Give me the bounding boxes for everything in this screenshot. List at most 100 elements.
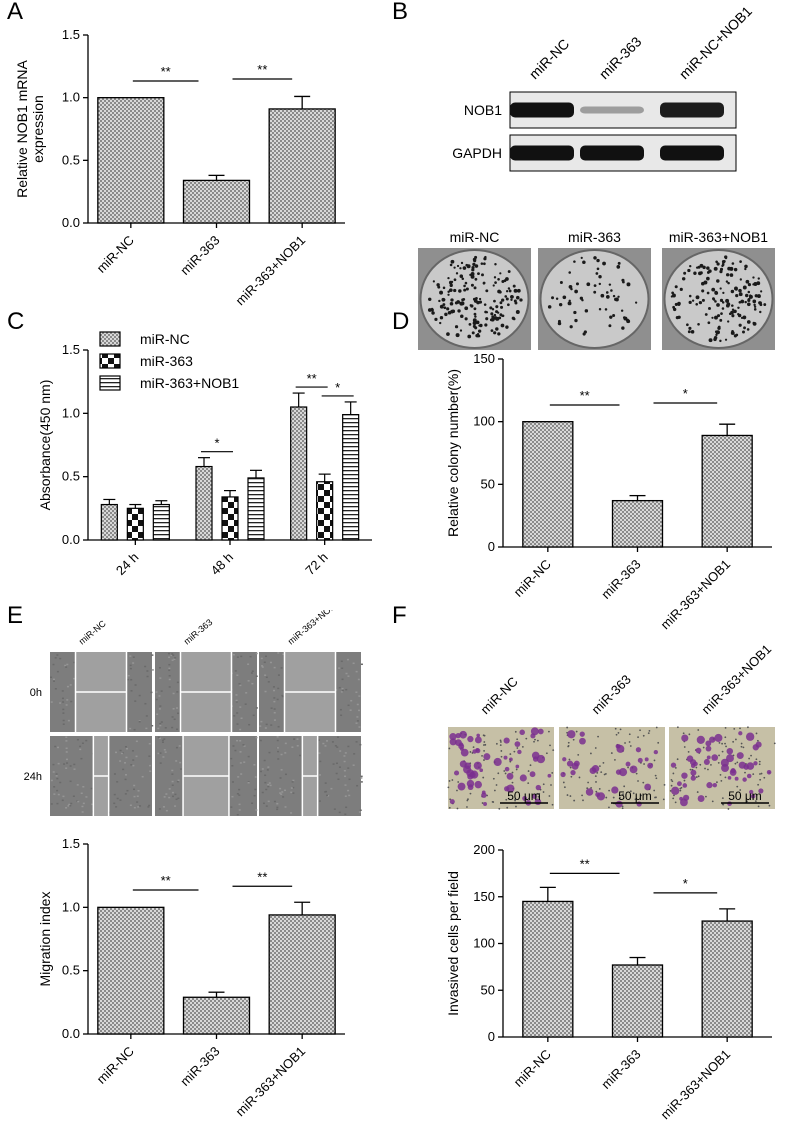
pore [596, 772, 599, 774]
cell-texture [120, 752, 123, 755]
pore [736, 761, 739, 764]
colony [747, 283, 752, 287]
invaded-cell [618, 768, 628, 777]
colony [507, 287, 511, 290]
colony [725, 298, 730, 303]
cell-texture [276, 736, 279, 738]
cell-texture [254, 788, 257, 791]
pore [628, 733, 631, 736]
colony [724, 338, 728, 341]
cell-texture [248, 723, 251, 726]
colony [733, 267, 738, 272]
cell-texture [116, 797, 119, 800]
invaded-cell [690, 775, 696, 781]
cell-texture [122, 768, 125, 771]
cell-texture [261, 791, 264, 794]
pore [740, 745, 743, 748]
cell-texture [72, 795, 75, 798]
invaded-cell [746, 773, 752, 779]
pore [758, 760, 761, 763]
plate-label: miR-363 [568, 229, 621, 245]
pore [747, 726, 749, 729]
colony [759, 310, 762, 314]
invaded-cell [470, 770, 479, 779]
pore [484, 743, 487, 746]
cell-texture [177, 712, 180, 715]
cell-texture [66, 699, 69, 701]
cell-texture [135, 740, 138, 743]
colony [473, 312, 477, 316]
cell-texture [341, 689, 344, 692]
pore [704, 767, 706, 770]
pore [525, 737, 528, 740]
cell-texture [55, 775, 58, 777]
cell-texture [345, 806, 348, 809]
cell-texture [59, 657, 62, 660]
x-tick-label: miR-363+NOB1 [233, 1044, 309, 1120]
cell-texture [282, 695, 285, 698]
invaded-cell [515, 764, 520, 769]
colony [427, 308, 432, 312]
y-tick-label: 150 [473, 351, 495, 366]
cell-texture [273, 697, 276, 699]
invaded-cell [519, 774, 527, 782]
cell-texture [282, 796, 285, 798]
y-tick-label: 1.5 [62, 836, 80, 851]
cell-texture [53, 786, 56, 788]
cell-texture [299, 754, 302, 757]
cell-texture [54, 745, 57, 748]
cell-texture [52, 663, 55, 666]
y-axis-label: Relative colony number(%) [445, 369, 461, 537]
colony [674, 302, 678, 307]
invaded-cell [712, 782, 718, 788]
colony [621, 326, 625, 330]
cell-texture [284, 773, 287, 776]
cell-texture [358, 695, 361, 697]
cell-texture [356, 703, 359, 706]
cell-texture [265, 676, 268, 679]
cell-texture [69, 765, 72, 767]
pore [511, 781, 514, 784]
pore [697, 775, 700, 778]
cell-texture [62, 723, 65, 725]
pore [739, 789, 742, 791]
cell-texture [273, 666, 276, 669]
cell-texture [81, 805, 84, 808]
pore [739, 727, 741, 730]
pore [758, 763, 761, 766]
colony [472, 257, 477, 262]
colony [464, 281, 468, 285]
colony [470, 274, 475, 279]
cell-texture [116, 781, 119, 783]
pore [657, 741, 660, 744]
colony [719, 267, 724, 271]
pore [569, 766, 572, 769]
bar [268, 914, 336, 1035]
colony [753, 305, 757, 308]
colony [698, 271, 702, 276]
pore [635, 772, 638, 775]
cell-texture [52, 771, 55, 773]
invaded-cell [459, 747, 464, 751]
chart-c: Absorbance(450 nm) 0.0 0.5 1.0 1.5 24 h 48 h 72… [37, 331, 372, 578]
colony [516, 289, 520, 293]
cell-texture [65, 740, 68, 742]
significance-label: * [214, 436, 219, 451]
invaded-cell [517, 749, 522, 755]
cell-texture [343, 760, 346, 763]
cell-texture [232, 653, 235, 656]
pore [755, 732, 758, 735]
colony [478, 297, 482, 301]
cell-texture [132, 764, 135, 767]
cell-texture [356, 720, 359, 722]
pore [577, 753, 580, 756]
bar [316, 481, 334, 541]
cell-texture [72, 677, 75, 680]
colony [500, 323, 505, 328]
cell-texture [129, 664, 132, 667]
colony [612, 294, 616, 298]
colony [504, 295, 508, 298]
colony [691, 299, 695, 302]
cell-texture [113, 793, 116, 796]
pore [533, 740, 535, 743]
